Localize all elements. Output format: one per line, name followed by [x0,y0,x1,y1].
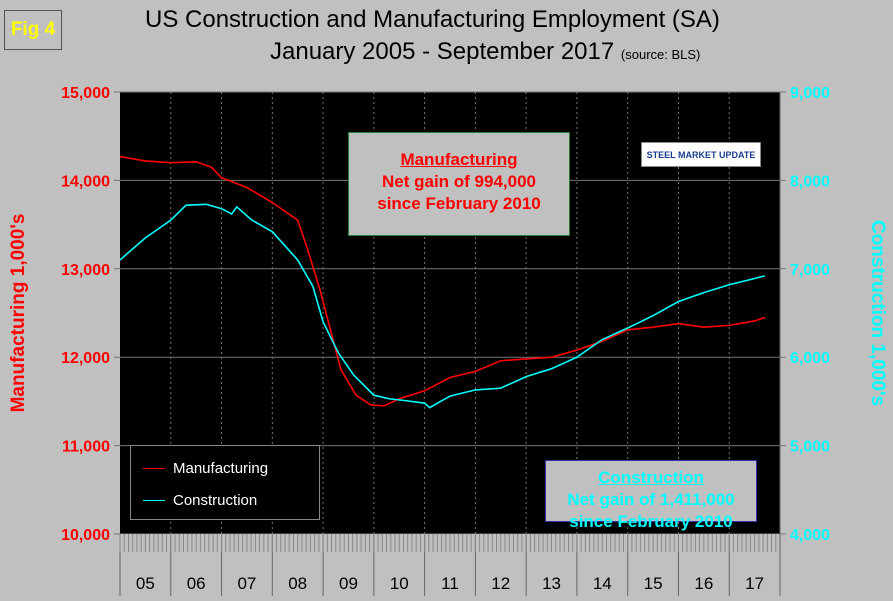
x-tick-label: 11 [441,574,459,593]
x-tick-label: 05 [136,574,155,593]
annotation-line: Net gain of 994,000 [381,172,536,191]
y-tick-left: 11,000 [62,439,110,456]
construction-annotation: Construction Net gain of 1,411,000 since… [545,460,757,531]
steel-market-update-logo: STEEL MARKET UPDATE [641,142,761,167]
y-tick-right: 9,000 [790,85,830,102]
x-tick-label: 15 [644,574,663,593]
y-tick-left: 13,000 [61,262,110,279]
legend-label: Manufacturing [173,460,269,477]
manufacturing-annotation: Manufacturing Net gain of 994,000 since … [348,132,570,236]
y-axis-label-right: Construction 1,000's [867,220,888,406]
legend: Manufacturing Construction [130,445,320,520]
annotation-line: since February 2010 [377,194,541,213]
date-range: January 2005 - September 2017 [270,38,615,65]
legend-item-construction: Construction [143,492,257,509]
y-tick-right: 5,000 [790,439,830,456]
y-axis-label-left: Manufacturing 1,000's [8,214,29,413]
legend-label: Construction [173,492,258,509]
x-tick-label: 13 [542,574,561,593]
x-tick-label: 07 [237,574,256,593]
x-tick-label: 10 [390,574,409,593]
legend-item-manufacturing: Manufacturing [143,460,268,477]
annotation-heading: Manufacturing [400,150,518,169]
x-tick-label: 16 [694,574,713,593]
annotation-line: since February 2010 [569,512,733,531]
series-line-manufacturing [119,155,766,407]
y-tick-left: 10,000 [61,527,110,544]
x-tick-label: 09 [339,574,358,593]
source-note: (source: BLS) [620,47,701,62]
x-tick-label: 08 [288,574,307,593]
y-tick-right: 6,000 [790,350,830,367]
figure-label: Fig 4 [4,10,62,50]
x-tick-label: 17 [745,574,764,593]
y-tick-right: 4,000 [790,527,830,544]
y-tick-left: 12,000 [61,350,110,367]
chart-subtitle: January 2005 - September 2017 (source: B… [270,38,700,66]
y-tick-right: 8,000 [790,173,830,190]
x-tick-label: 12 [491,574,510,593]
annotation-heading: Construction [598,468,704,487]
x-tick-label: 06 [187,574,206,593]
series-line-construction [119,203,765,409]
chart-title: US Construction and Manufacturing Employ… [145,6,720,33]
y-tick-left: 14,000 [61,173,110,190]
y-tick-left: 15,000 [61,85,110,102]
y-tick-right: 7,000 [790,262,830,279]
x-tick-label: 14 [593,574,612,593]
annotation-line: Net gain of 1,411,000 [567,490,735,509]
